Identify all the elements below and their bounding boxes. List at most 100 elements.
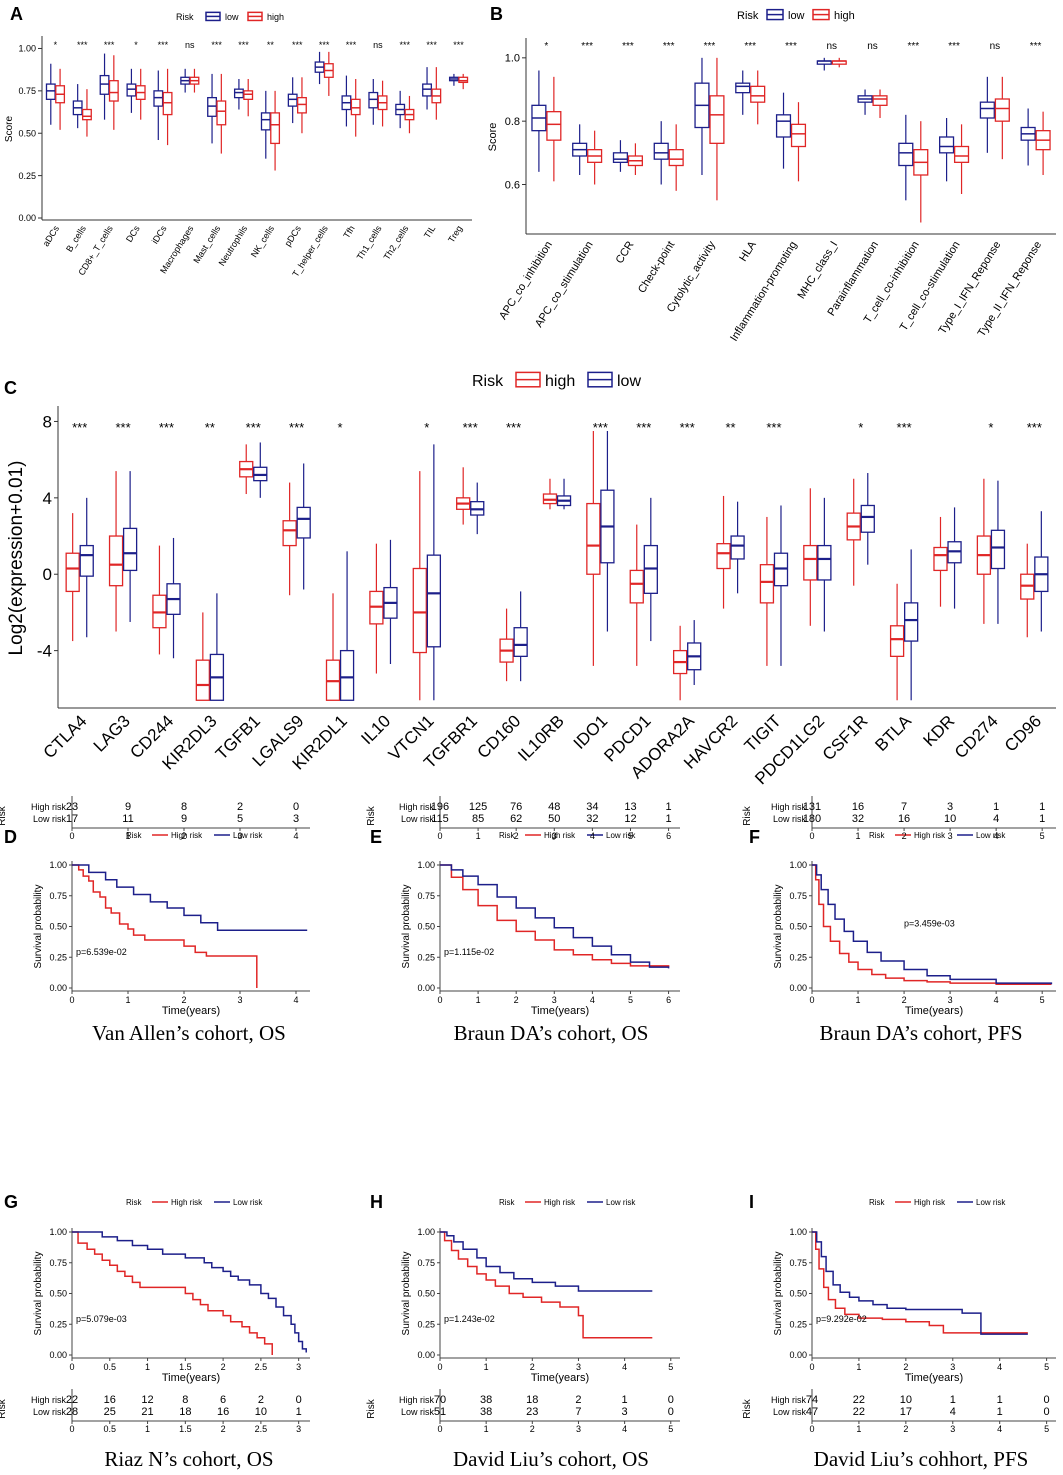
risk-count-low: 5: [237, 813, 243, 825]
x-tick-label: 1: [856, 1362, 861, 1372]
box-low-pdcd1lg2: [817, 497, 832, 632]
y-tick-label: 0.00: [18, 213, 36, 223]
box-high-kir2dl3: [195, 612, 210, 701]
box-low-neutrophils: [233, 78, 244, 110]
box-high-ctla4: [65, 513, 80, 642]
risk-count-high: 18: [526, 1394, 538, 1406]
x-tick-label: 0: [69, 995, 74, 1005]
significance-label: ***: [785, 41, 797, 52]
x-tick-label: 1: [145, 1362, 150, 1372]
box-high-th2-cells: [404, 95, 415, 134]
x-tick-label: 6: [666, 995, 671, 1005]
box-low-macrophages: [180, 68, 191, 93]
km-curve-high-risk: [72, 864, 258, 988]
significance-label: ***: [463, 420, 478, 435]
box-low-nk-cells: [260, 90, 271, 159]
box-iqr: [990, 529, 1006, 570]
panel-caption: David Liu’s cohhort, PFS: [814, 1447, 1029, 1471]
risk-count-high: 0: [1044, 1394, 1050, 1406]
risk-table-x-tick-label: 0.5: [104, 1424, 117, 1434]
x-tick-label: 3: [576, 1362, 581, 1372]
y-tick-label: 1.0: [505, 53, 520, 65]
legend: Risk High risk Low risk: [869, 831, 1006, 840]
legend-label: Low risk: [233, 831, 263, 840]
box-high-havcr2: [716, 495, 731, 609]
km-curve-low-risk: [812, 864, 1053, 985]
box-low-tigit: [773, 505, 789, 666]
box-high-hla: [750, 70, 766, 125]
risk-count-high: 0: [293, 801, 299, 813]
risk-count-high: 196: [431, 801, 449, 813]
box-iqr: [422, 83, 432, 97]
risk-count-low: 9: [181, 813, 187, 825]
x-axis-title: Time(years): [531, 1372, 589, 1384]
risk-table-x-tick-label: 3: [237, 831, 242, 841]
risk-count-high: 70: [434, 1394, 446, 1406]
box-low-cd96: [1034, 511, 1049, 632]
legend: Risk High risk Low risk: [869, 1198, 1006, 1207]
y-tick-label: 0.50: [49, 1289, 67, 1299]
x-tick-label: Th1_cells: [355, 223, 384, 261]
risk-table-x-tick-label: 5: [1044, 1424, 1049, 1434]
km-panel-e: Risk High risk Low risk 0.00 0.25 0.50 0.75 1.0…: [366, 796, 680, 1045]
legend-label: High risk: [914, 1198, 946, 1207]
box-iqr: [260, 112, 271, 131]
risk-count-high: 0: [668, 1394, 674, 1406]
risk-table-x-tick-label: 4: [994, 831, 999, 841]
box-iqr: [775, 114, 792, 138]
significance-label: ***: [907, 41, 919, 52]
box-low-treg: [448, 73, 459, 86]
significance-label: ns: [185, 40, 195, 50]
risk-table-row-label-high: High risk: [771, 802, 807, 812]
box-low-il10rb: [556, 478, 572, 510]
significance-label: ***: [766, 420, 781, 435]
x-tick-label: 4: [994, 995, 999, 1005]
risk-count-high: 3: [947, 801, 953, 813]
box-low-t-helper-cells: [314, 51, 325, 85]
risk-count-high: 9: [125, 801, 131, 813]
risk-count-low: 180: [803, 813, 821, 825]
km-curve-low-risk: [440, 1231, 653, 1292]
risk-count-high: 34: [586, 801, 598, 813]
box-high-adora2a: [672, 625, 688, 701]
risk-table-x-tick-label: 1: [484, 1424, 489, 1434]
box-iqr: [629, 569, 644, 604]
risk-count-high: 1: [666, 801, 672, 813]
risk-table-row-label-low: Low risk: [773, 1407, 807, 1417]
y-tick-label: 0.50: [789, 922, 807, 932]
x-tick-label: HLA: [737, 239, 759, 264]
box-low-cd274: [990, 480, 1006, 624]
significance-label: ***: [72, 420, 87, 435]
risk-table-x-tick-label: 6: [666, 831, 671, 841]
box-high-pdcs: [297, 77, 307, 134]
box-high-t-cell-co-inhibition: [913, 121, 929, 223]
y-tick-label: 4: [43, 489, 52, 508]
risk-count-low: 17: [900, 1406, 912, 1418]
legend: Risk low high: [737, 8, 855, 22]
p-value: p=6.539e-02: [76, 947, 127, 957]
y-tick-label: 1.00: [49, 1227, 67, 1237]
panel-caption: Van Allen’s cohort, OS: [92, 1021, 286, 1045]
y-axis-title: Survival probability: [773, 1252, 784, 1336]
risk-table-x-tick-label: 2.5: [255, 1424, 268, 1434]
y-tick-label: 0.00: [789, 1350, 807, 1360]
box-low-apc-co-inhibition: [531, 70, 547, 172]
significance-label: ***: [744, 41, 756, 52]
significance-label: ***: [581, 41, 593, 52]
risk-table-x-tick-label: 4: [997, 1424, 1002, 1434]
x-tick-label: 4: [997, 1362, 1002, 1372]
box-iqr: [803, 544, 818, 581]
risk-count-low: 18: [179, 1406, 191, 1418]
risk-table-x-tick-label: 0: [809, 1424, 814, 1434]
km-curve-high-risk: [440, 864, 670, 968]
y-tick-label: 0.75: [49, 1258, 67, 1268]
risk-table-x-tick-label: 4: [590, 831, 595, 841]
x-tick-label: DCs: [124, 223, 142, 244]
box-high-ido1: [586, 431, 601, 666]
significance-label: *: [858, 420, 863, 435]
risk-table-x-tick-label: 1.5: [179, 1424, 192, 1434]
risk-count-high: 2: [258, 1394, 264, 1406]
y-tick-label: -4: [37, 642, 52, 661]
